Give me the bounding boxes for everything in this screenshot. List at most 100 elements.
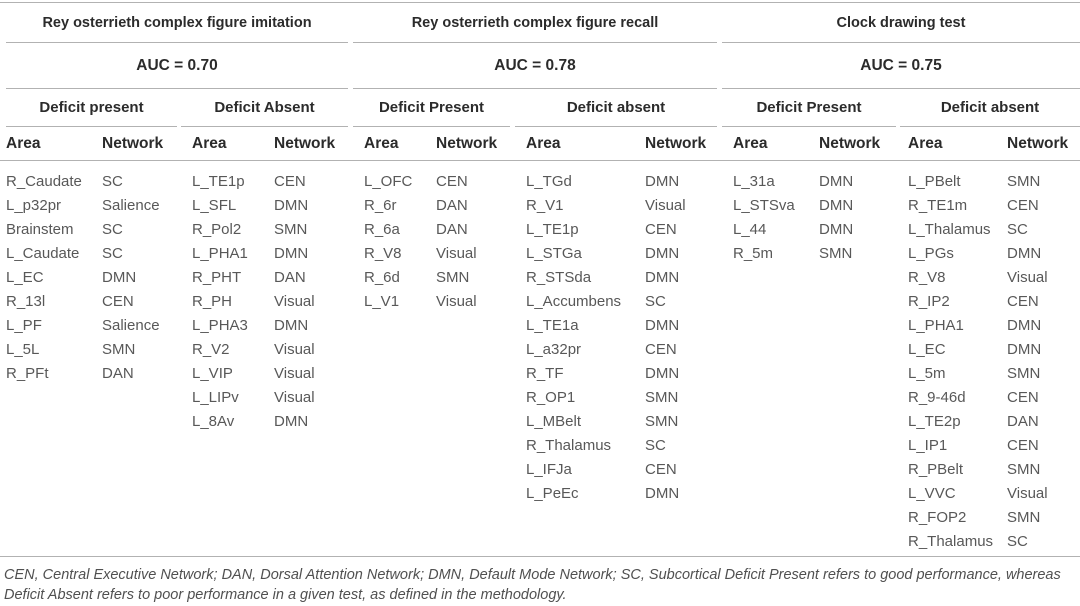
table-cell-network: DMN [645, 245, 680, 262]
deficit-header: Deficit absent [940, 99, 1040, 116]
table-cell-area: L_5m [908, 365, 946, 382]
table-cell-network: Salience [102, 317, 160, 334]
table-cell-area: R_5m [733, 245, 774, 262]
table-cell-area: L_OFC [364, 173, 413, 190]
column-header-network: Network [645, 135, 707, 152]
deficit-header: Deficit Absent [214, 99, 315, 116]
divider-top [0, 2, 1080, 3]
table-cell-network: SC [645, 437, 666, 454]
table-cell-network: SMN [1007, 173, 1041, 190]
data-grid-recall-absent: L_TGd DMN R_V1 Visual L_TE1p CEN L_STGa DMN R_ST… [526, 170, 717, 506]
table-cell-area: R_9-46d [908, 389, 966, 406]
table-cell-network: DAN [102, 365, 134, 382]
column-header-area: Area [733, 135, 768, 152]
table-cell-network: SC [102, 221, 123, 238]
table-cell-area: L_PBelt [908, 173, 961, 190]
table-cell-network: Visual [645, 197, 686, 214]
table-cell-network: Visual [1007, 269, 1048, 286]
table-cell-network: SMN [1007, 365, 1041, 382]
auc-value-clock: AUC = 0.75 [860, 57, 942, 74]
data-grid-recall-present: L_OFC CEN R_6r DAN R_6a DAN R_V8 Visual R_6d SMN L… [364, 170, 510, 314]
table-cell-network: DMN [819, 197, 854, 214]
table-cell-area: L_STGa [526, 245, 582, 262]
table-cell-area: L_44 [733, 221, 767, 238]
table-cell-network: DMN [645, 365, 680, 382]
table-cell-area: L_MBelt [526, 413, 582, 430]
table-cell-area: L_PGs [908, 245, 954, 262]
table-cell-network: DAN [436, 221, 468, 238]
table-cell-area: L_SFL [192, 197, 237, 214]
table-cell-network: DMN [1007, 341, 1042, 358]
column-header-area: Area [6, 135, 41, 152]
table-cell-network: SMN [436, 269, 470, 286]
table-cell-network: CEN [1007, 389, 1039, 406]
divider-deficit-2a [353, 126, 510, 127]
table-cell-area: L_STSva [733, 197, 795, 214]
table-cell-network: SMN [819, 245, 853, 262]
column-header-area: Area [192, 135, 227, 152]
table-cell-network: DMN [274, 413, 309, 430]
table-cell-area: L_31a [733, 173, 775, 190]
table-cell-network: SC [1007, 533, 1028, 550]
data-grid-clock-present: L_31a DMN L_STSva DMN L_44 DMN R_5m SMN [733, 170, 896, 266]
column-header-network: Network [102, 135, 164, 152]
divider-title-2 [353, 42, 717, 43]
table-cell-network: DMN [274, 197, 309, 214]
divider-auc-1 [6, 88, 348, 89]
table-cell-area: R_STSda [526, 269, 592, 286]
table-cell-network: CEN [102, 293, 134, 310]
table-cell-area: R_PFt [6, 365, 49, 382]
table-cell-area: R_TE1m [908, 197, 968, 214]
table-cell-area: R_V2 [192, 341, 230, 358]
table-cell-area: L_a32pr [526, 341, 582, 358]
table-cell-area: L_Accumbens [526, 293, 622, 310]
table-cell-area: R_FOP2 [908, 509, 967, 526]
table-cell-area: Brainstem [6, 221, 74, 238]
table-cell-area: R_V8 [908, 269, 946, 286]
table-cell-area: R_Thalamus [526, 437, 612, 454]
data-grid-imitation-absent: L_TE1p CEN L_SFL DMN R_Pol2 SMN L_PHA1 DMN R_PHT… [192, 170, 348, 434]
divider-auc-3 [722, 88, 1080, 89]
divider-title-3 [722, 42, 1080, 43]
table-cell-network: DMN [102, 269, 137, 286]
table-cell-network: DAN [436, 197, 468, 214]
data-grid-clock-absent: L_PBelt SMN R_TE1m CEN L_Thalamus SC L_PGs DMN R… [908, 170, 1080, 554]
column-header-area: Area [526, 135, 561, 152]
table-cell-network: DMN [645, 269, 680, 286]
table-cell-area: L_VIP [192, 365, 233, 382]
deficit-header: Deficit present [39, 99, 144, 116]
section-title-imitation: Rey osterrieth complex figure imitation [42, 15, 312, 31]
table-cell-network: CEN [645, 221, 677, 238]
table-cell-network: CEN [436, 173, 468, 190]
table-cell-area: L_EC [6, 269, 44, 286]
table-cell-network: DMN [1007, 317, 1042, 334]
auc-value-imitation: AUC = 0.70 [136, 57, 218, 74]
deficit-header: Deficit Present [378, 99, 485, 116]
table-cell-area: L_TE1p [526, 221, 579, 238]
table-cell-area: R_6r [364, 197, 397, 214]
table-cell-network: CEN [1007, 437, 1039, 454]
table-cell-network: DAN [274, 269, 306, 286]
table-cell-area: L_TE1a [526, 317, 579, 334]
table-cell-network: CEN [645, 461, 677, 478]
divider-auc-2 [353, 88, 717, 89]
table-cell-network: SC [102, 173, 123, 190]
table-cell-area: L_Caudate [6, 245, 80, 262]
table-cell-area: L_PHA3 [192, 317, 248, 334]
column-header-network: Network [1007, 135, 1069, 152]
table-cell-network: SC [102, 245, 123, 262]
table-cell-area: L_PeEc [526, 485, 579, 502]
table-cell-network: DMN [274, 245, 309, 262]
table-cell-network: Visual [274, 341, 315, 358]
table-cell-network: Visual [274, 293, 315, 310]
table-cell-area: R_6d [364, 269, 400, 286]
table-cell-area: L_EC [908, 341, 946, 358]
divider-title-1 [6, 42, 348, 43]
table-cell-area: R_Pol2 [192, 221, 242, 238]
column-header-network: Network [819, 135, 881, 152]
divider-deficit-3a [722, 126, 896, 127]
table-cell-area: R_Thalamus [908, 533, 994, 550]
column-header-area: Area [908, 135, 943, 152]
data-grid-imitation-present: R_Caudate SC L_p32pr Salience Brainstem SC L_C… [6, 170, 177, 386]
divider-bottom [0, 556, 1080, 557]
